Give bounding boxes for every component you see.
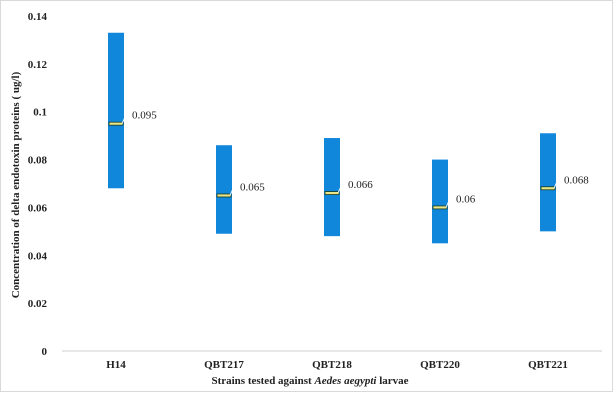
x-axis-title-part-1: Strains tested against (211, 375, 314, 387)
data-label: 0.068 (564, 174, 589, 186)
data-label: 0.095 (132, 110, 157, 122)
y-tick-label: 0.08 (28, 155, 48, 167)
range-bar (108, 32, 124, 189)
y-tick-label: 0.12 (28, 59, 48, 71)
range-bars (108, 32, 556, 244)
value-marker (324, 191, 340, 195)
label-leader-line (445, 197, 454, 208)
data-label: 0.06 (456, 193, 476, 205)
y-tick-label: 0.1 (33, 107, 47, 119)
y-tick-label: 0.02 (28, 298, 48, 310)
label-leader-line (229, 186, 238, 196)
x-axis-categories: H14 QBT217 QBT218 QBT220 QBT221 (106, 359, 568, 371)
range-bar (216, 145, 232, 234)
range-bar (432, 159, 448, 244)
label-leader-line (553, 178, 562, 189)
x-axis-title-part-3: larvae (376, 375, 408, 387)
x-category-label: H14 (106, 359, 126, 371)
value-marker (432, 205, 448, 210)
y-axis-title: Concentration of delta endotoxin protein… (10, 71, 22, 298)
data-label: 0.065 (240, 181, 265, 193)
y-tick-label: 0.14 (28, 11, 48, 23)
x-category-label: QBT220 (420, 359, 460, 371)
value-markers (108, 121, 556, 210)
label-leader-line (121, 114, 130, 124)
y-tick-label: 0 (42, 346, 48, 358)
value-marker (540, 186, 556, 191)
data-labels: 0.095 0.065 0.066 0.06 0.068 (132, 110, 589, 206)
y-tick-label: 0.06 (28, 202, 48, 214)
x-category-label: QBT218 (312, 359, 352, 371)
value-marker (216, 193, 232, 198)
y-tick-label: 0.04 (28, 250, 48, 262)
x-category-label: QBT217 (204, 359, 244, 371)
x-category-label: QBT221 (528, 359, 568, 371)
label-leader-lines (121, 114, 562, 208)
x-axis-title: Strains tested against Aedes aegypti lar… (211, 375, 408, 387)
x-axis-title-species: Aedes aegypti (313, 375, 377, 387)
y-axis-ticks: 0 0.02 0.04 0.06 0.08 0.1 0.12 0.14 (28, 11, 48, 358)
value-marker (108, 121, 124, 126)
range-bar (324, 138, 340, 237)
data-label: 0.066 (348, 179, 373, 191)
range-bar (540, 133, 556, 232)
label-leader-line (337, 183, 346, 194)
